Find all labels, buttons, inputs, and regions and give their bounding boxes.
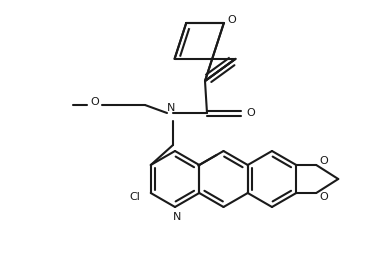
Text: Cl: Cl [129,192,140,202]
Text: O: O [247,108,256,118]
Text: O: O [227,15,236,25]
Text: O: O [320,192,329,202]
Text: O: O [91,97,99,107]
Text: O: O [320,156,329,166]
Text: N: N [173,212,181,222]
Text: N: N [167,103,175,113]
